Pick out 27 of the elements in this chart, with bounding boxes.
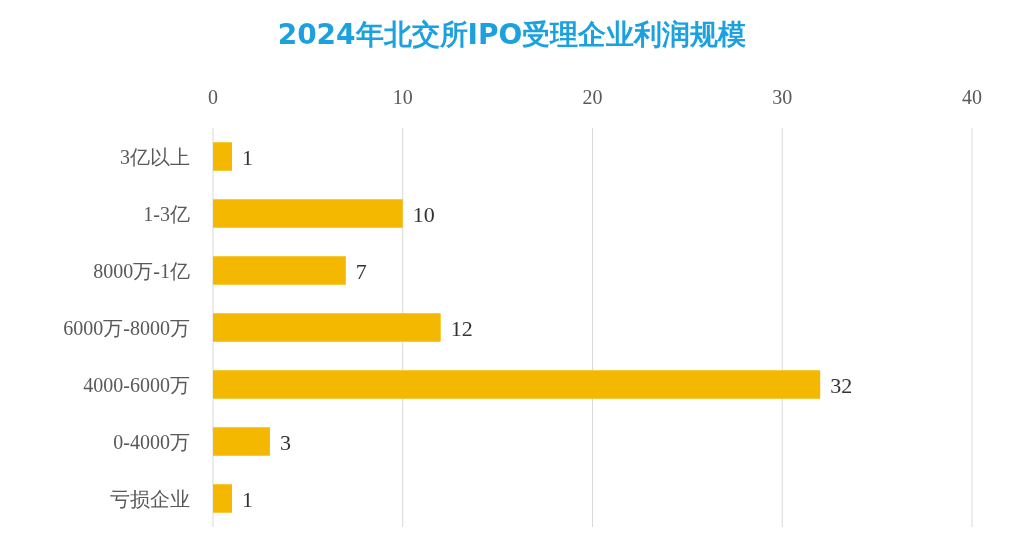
y-tick-label: 4000-6000万 bbox=[83, 373, 190, 396]
data-label: 7 bbox=[355, 258, 367, 284]
bar bbox=[213, 427, 270, 456]
y-tick-label: 8000万-1亿 bbox=[93, 259, 190, 282]
chart-title: 2024年北交所IPO受理企业利润规模 bbox=[277, 18, 747, 51]
x-tick-label: 40 bbox=[962, 86, 982, 108]
bar bbox=[213, 256, 346, 285]
data-label: 1 bbox=[241, 144, 253, 170]
y-tick-label: 0-4000万 bbox=[113, 430, 190, 453]
x-tick-label: 20 bbox=[582, 86, 603, 108]
data-label: 32 bbox=[830, 372, 853, 398]
data-label: 1 bbox=[241, 486, 253, 512]
bar bbox=[213, 313, 441, 342]
y-tick-label: 1-3亿 bbox=[143, 202, 190, 225]
x-tick-label: 0 bbox=[208, 86, 218, 108]
y-tick-label: 3亿以上 bbox=[120, 145, 190, 168]
bar bbox=[213, 484, 232, 513]
x-tick-label: 30 bbox=[772, 86, 793, 108]
data-label: 12 bbox=[450, 315, 473, 341]
data-label: 10 bbox=[412, 201, 435, 227]
y-tick-label: 亏损企业 bbox=[110, 487, 190, 510]
x-tick-label: 10 bbox=[392, 86, 413, 108]
data-label: 3 bbox=[279, 429, 291, 455]
bar bbox=[213, 142, 232, 171]
y-tick-label: 6000万-8000万 bbox=[63, 316, 190, 339]
bar bbox=[213, 370, 821, 399]
bar bbox=[213, 199, 403, 228]
